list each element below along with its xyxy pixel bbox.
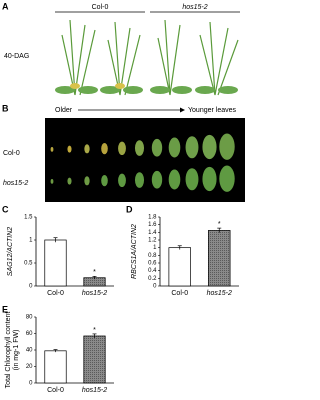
leaf bbox=[84, 176, 90, 186]
leaf bbox=[168, 137, 181, 158]
row-label: hos15-2 bbox=[3, 180, 28, 187]
leaf bbox=[50, 147, 54, 152]
y-tick-label: 0.5 bbox=[24, 261, 33, 267]
bar bbox=[44, 350, 67, 384]
bar bbox=[208, 230, 231, 287]
y-tick-label: 1.4 bbox=[148, 230, 157, 236]
y-tick-label: 0.6 bbox=[148, 261, 157, 267]
leaf bbox=[185, 168, 199, 191]
stage-label: 40-DAG bbox=[4, 53, 29, 60]
group-label: Col-0 bbox=[92, 4, 109, 11]
y-tick-label: 40 bbox=[26, 348, 33, 354]
y-tick-label: 1.5 bbox=[24, 215, 33, 221]
younger-label: Younger leaves bbox=[188, 107, 237, 114]
leaf bbox=[84, 144, 90, 154]
y-tick-label: 80 bbox=[26, 315, 33, 321]
row-label: Col-0 bbox=[3, 150, 20, 157]
leaf bbox=[118, 141, 126, 156]
leaf bbox=[67, 177, 72, 185]
figure: A Col-0 hos15-2 40-DAG B Older Younger l… bbox=[2, 1, 245, 394]
significance: * bbox=[93, 327, 96, 334]
older-label: Older bbox=[55, 107, 73, 114]
significance: * bbox=[218, 221, 221, 228]
panel-letter: E bbox=[2, 304, 8, 314]
significance: * bbox=[93, 269, 96, 276]
leaf bbox=[50, 179, 54, 184]
leaf bbox=[101, 142, 108, 155]
y-tick-label: 1.8 bbox=[148, 215, 157, 221]
y-tick-label: 60 bbox=[26, 331, 33, 337]
bar bbox=[168, 247, 191, 287]
x-tick-label: Col-0 bbox=[171, 290, 188, 297]
bar bbox=[44, 239, 67, 287]
x-tick-label: hos15-2 bbox=[82, 290, 107, 297]
panel-letter: B bbox=[2, 103, 9, 113]
panel-letter: D bbox=[126, 204, 133, 214]
y-axis-label: (in mg-1 FW) bbox=[13, 330, 20, 371]
y-tick-label: 1.2 bbox=[148, 238, 157, 244]
y-tick-label: 0 bbox=[29, 284, 33, 290]
panel-letter: C bbox=[2, 204, 9, 214]
y-axis-label: Total Chlorophyll content bbox=[5, 312, 12, 389]
leaf bbox=[101, 174, 108, 187]
y-tick-label: 0 bbox=[29, 381, 33, 387]
y-tick-label: 0.2 bbox=[148, 276, 157, 282]
y-tick-label: 1 bbox=[153, 245, 157, 251]
x-tick-label: hos15-2 bbox=[82, 387, 107, 394]
bar bbox=[83, 335, 106, 384]
leaf bbox=[185, 136, 199, 159]
y-axis-label: SAG12/ACTIN2 bbox=[7, 227, 14, 277]
x-tick-label: Col-0 bbox=[47, 387, 64, 394]
plant-photo bbox=[55, 19, 239, 96]
leaf bbox=[67, 145, 72, 153]
leaf bbox=[202, 134, 217, 160]
group-label: hos15-2 bbox=[182, 4, 207, 11]
leaf-photo bbox=[45, 118, 245, 202]
y-tick-label: 0.4 bbox=[148, 268, 157, 274]
leaf bbox=[219, 133, 235, 160]
y-tick-label: 0 bbox=[153, 284, 157, 290]
leaf bbox=[151, 138, 163, 157]
x-tick-label: Col-0 bbox=[47, 290, 64, 297]
leaf bbox=[202, 166, 217, 192]
arrow-head bbox=[180, 107, 185, 113]
leaf bbox=[134, 140, 145, 156]
y-tick-label: 1 bbox=[29, 238, 33, 244]
leaf bbox=[168, 169, 181, 190]
leaves bbox=[50, 133, 235, 192]
y-axis-label: RBCS1A/ACTIN2 bbox=[131, 224, 138, 279]
y-tick-label: 20 bbox=[26, 364, 33, 370]
leaf bbox=[219, 165, 235, 192]
leaf bbox=[134, 172, 145, 188]
x-tick-label: hos15-2 bbox=[207, 290, 232, 297]
leaf bbox=[151, 170, 163, 189]
y-tick-label: 1.6 bbox=[148, 222, 157, 228]
y-tick-label: 0.8 bbox=[148, 253, 157, 259]
leaf bbox=[118, 173, 126, 188]
panel-letter: A bbox=[2, 1, 9, 11]
